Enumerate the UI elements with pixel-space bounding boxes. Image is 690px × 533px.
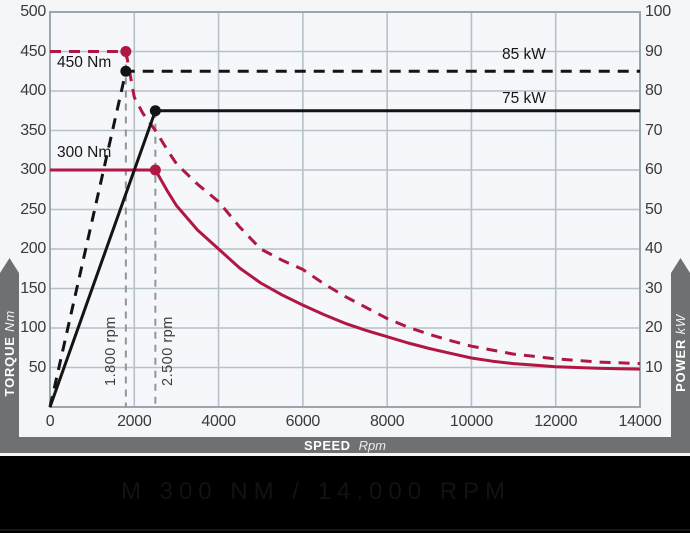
- power-axis-tick-50: 50: [645, 200, 663, 218]
- speed-axis-tick-12000: 12000: [534, 413, 578, 430]
- speed-axis-tick-8000: 8000: [369, 413, 405, 430]
- power-axis-tick-100: 100: [645, 3, 671, 20]
- chart-area: 500 450 400 350 300 250 200 150 100 50 100 90 80 70 60…: [0, 0, 690, 456]
- torque-axis-tick-100: 100: [20, 319, 46, 336]
- power-axis-title: POWER kW: [673, 314, 688, 392]
- torque-axis-tick-500: 500: [20, 3, 46, 20]
- torque-axis-tick-250: 250: [20, 200, 46, 218]
- power-axis-tick-60: 60: [645, 161, 663, 178]
- torque-axis-title: TORQUE Nm: [2, 309, 17, 397]
- torque-axis-tick-350: 350: [20, 121, 46, 139]
- speed-axis-bar: SPEED Rpm: [0, 437, 690, 453]
- annotation-torque-300: 300 Nm: [57, 144, 112, 161]
- footer-band: M 300 NM / 14.000 RPM: [0, 456, 690, 533]
- annotation-rpm-2500: 2.500 rpm: [160, 316, 176, 386]
- torque-axis-tick-50: 50: [28, 358, 47, 376]
- torque-axis-tick-450: 450: [20, 42, 46, 60]
- annotation-rpm-1800: 1.800 rpm: [103, 316, 119, 386]
- power-axis-tick-40: 40: [645, 240, 663, 257]
- power-axis-tick-70: 70: [645, 121, 663, 139]
- power-axis-tick-10: 10: [645, 358, 663, 376]
- power-axis-tick-80: 80: [645, 82, 663, 99]
- annotation-power-85: 85 kW: [502, 46, 546, 63]
- speed-axis-tick-2000: 2000: [117, 413, 152, 430]
- annotation-torque-450: 450 Nm: [57, 54, 112, 71]
- annotation-power-75: 75 kW: [502, 90, 546, 107]
- torque-axis-tick-150: 150: [20, 279, 46, 297]
- power-axis-tick-20: 20: [645, 319, 663, 336]
- torque-axis-tick-400: 400: [20, 82, 46, 99]
- speed-axis-tick-6000: 6000: [285, 413, 321, 430]
- plot-canvas: [48, 11, 641, 408]
- torque-axis-tick-300: 300: [20, 161, 46, 178]
- torque-axis-tick-200: 200: [20, 240, 46, 257]
- speed-axis-tick-0: 0: [45, 413, 55, 430]
- power-axis-tick-30: 30: [645, 279, 663, 297]
- torque-axis-arrow-bar: TORQUE Nm: [0, 258, 19, 438]
- speed-axis-tick-14000: 14000: [618, 413, 662, 430]
- footer-divider: [0, 529, 690, 531]
- speed-axis-tick-10000: 10000: [449, 413, 493, 430]
- power-axis-arrow-bar: POWER kW: [671, 258, 690, 438]
- power-axis-tick-90: 90: [645, 42, 663, 60]
- speed-axis-tick-4000: 4000: [201, 413, 236, 430]
- model-title: M 300 NM / 14.000 RPM: [120, 478, 512, 505]
